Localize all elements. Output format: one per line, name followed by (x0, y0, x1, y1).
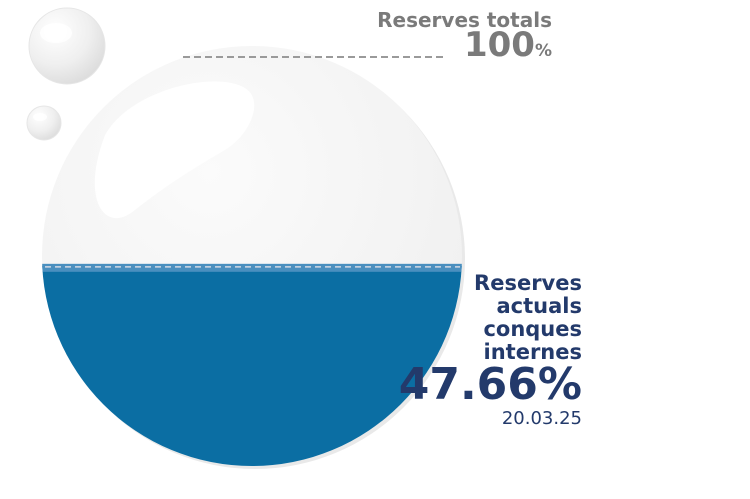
total-reserves-unit: % (534, 41, 552, 61)
small-bubble-small (26, 105, 62, 141)
water-surface (42, 263, 462, 272)
total-reserves-label: Reserves totals (377, 8, 552, 32)
small-bubble-large (28, 7, 106, 85)
small-bubble-large-highlight (40, 23, 72, 43)
total-reserves-value: 100% (464, 28, 552, 62)
small-bubble-small-highlight (33, 113, 47, 121)
current-reserves-date: 20.03.25 (501, 408, 582, 429)
current-reserves-label: Reserves actuals conques internes (474, 271, 582, 364)
total-reserves-number: 100 (463, 25, 535, 65)
globe-shine (94, 81, 255, 219)
current-reserves-value: 47.66% (398, 359, 582, 410)
